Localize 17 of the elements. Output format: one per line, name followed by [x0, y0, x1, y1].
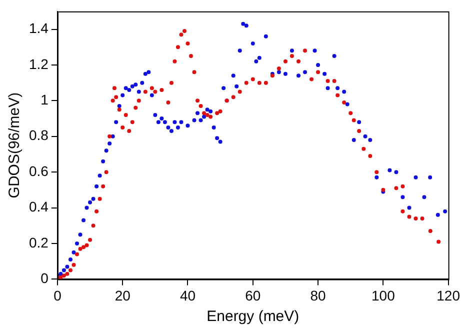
x-tick-label: 0: [54, 287, 62, 304]
x-tick-label: 80: [310, 287, 326, 304]
y-tick-label: 0.2: [28, 234, 49, 250]
x-tick-label: 40: [180, 287, 196, 304]
y-tick-label: 0.8: [28, 127, 49, 144]
x-tick-label: 100: [372, 287, 396, 304]
y-axis-title: GDOS(96/meV): [6, 92, 24, 198]
x-tick-label: 120: [436, 287, 460, 304]
y-tick-label: 0: [40, 270, 49, 286]
y-tick-label: 1: [40, 92, 49, 108]
y-tick-label: 0.6: [28, 162, 49, 179]
y-tick-label: 0.4: [28, 198, 49, 215]
x-tick-label: 20: [114, 287, 131, 304]
x-tick-label: 60: [245, 287, 261, 304]
x-axis-title: Energy (meV): [206, 308, 300, 326]
y-tick-label: 1.2: [28, 56, 49, 72]
y-tick-label: 1.4: [28, 20, 49, 36]
